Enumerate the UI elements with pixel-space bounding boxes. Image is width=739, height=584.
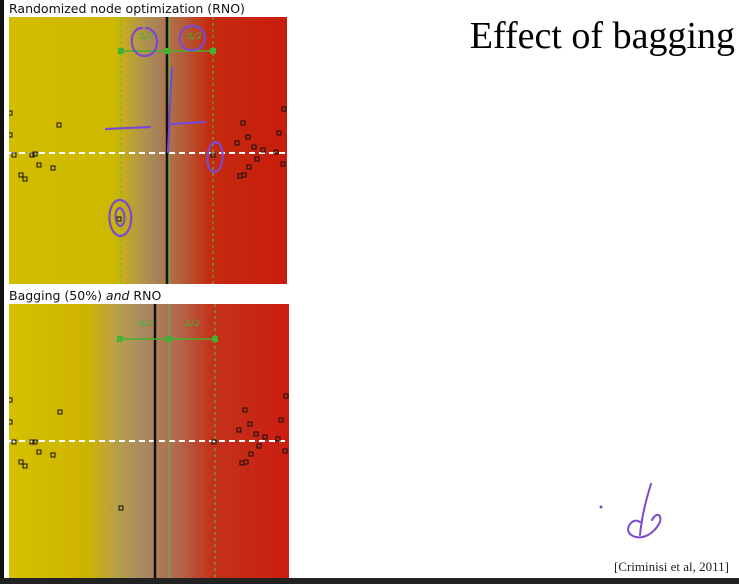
bottom-frame-border [0,578,739,584]
bagging-rno-decision-plot: Δ/2 Δ/2 [9,304,289,578]
yellow-class-points [9,397,124,511]
annotation-dot [599,505,603,509]
rno-decision-plot: Δ/2 Δ/2 [9,17,287,284]
slide-title: Effect of bagging [469,15,735,57]
delta-half-label-left: Δ/2 [139,32,154,42]
left-frame-border [0,0,4,584]
delta-half-label-right: Δ/2 [187,32,202,42]
delta-half-label-left: Δ/2 [139,319,154,329]
yellow-class-points [9,110,122,222]
bottom-panel-caption: Bagging (50%) and RNO [9,288,162,303]
red-class-points [211,393,289,466]
citation: [Criminisi et al, 2011] [613,559,729,574]
top-panel-caption: Randomized node optimization (RNO) [9,1,245,16]
annotation-scribble-glyph [626,483,662,539]
delta-half-label-right: Δ/2 [185,319,200,329]
red-class-points [210,106,287,179]
